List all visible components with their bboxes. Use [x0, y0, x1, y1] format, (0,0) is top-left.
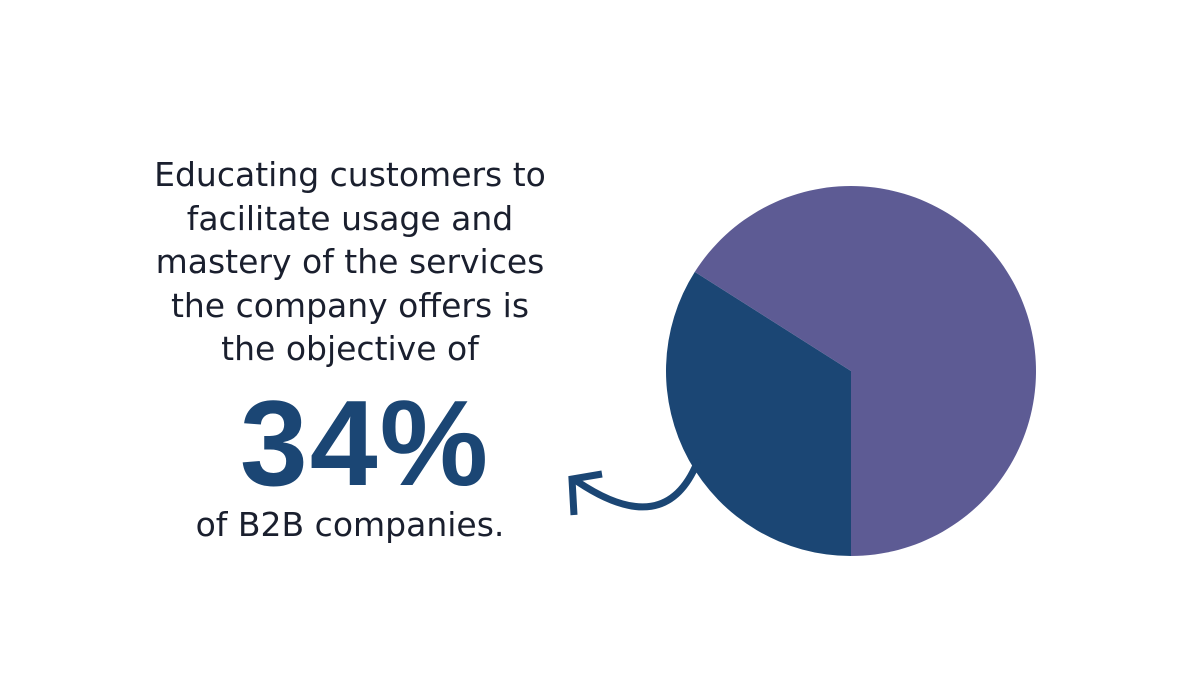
description-line: Educating customers to [154, 155, 546, 194]
pie-slice-0 [665, 271, 851, 556]
description-line: mastery of the services [155, 242, 545, 281]
description-line: the objective of [221, 329, 479, 368]
pie-slice-1 [694, 186, 1036, 557]
description-line: facilitate usage and [186, 198, 514, 238]
arrow-icon [574, 459, 701, 511]
arrowhead [568, 470, 603, 516]
description-text: Educating customers to facilitate usage … [100, 153, 600, 371]
description-line: the company offers is [170, 285, 530, 325]
tail-text: of B2B companies. [195, 505, 505, 544]
highlight-percentage: 34% [239, 375, 491, 511]
